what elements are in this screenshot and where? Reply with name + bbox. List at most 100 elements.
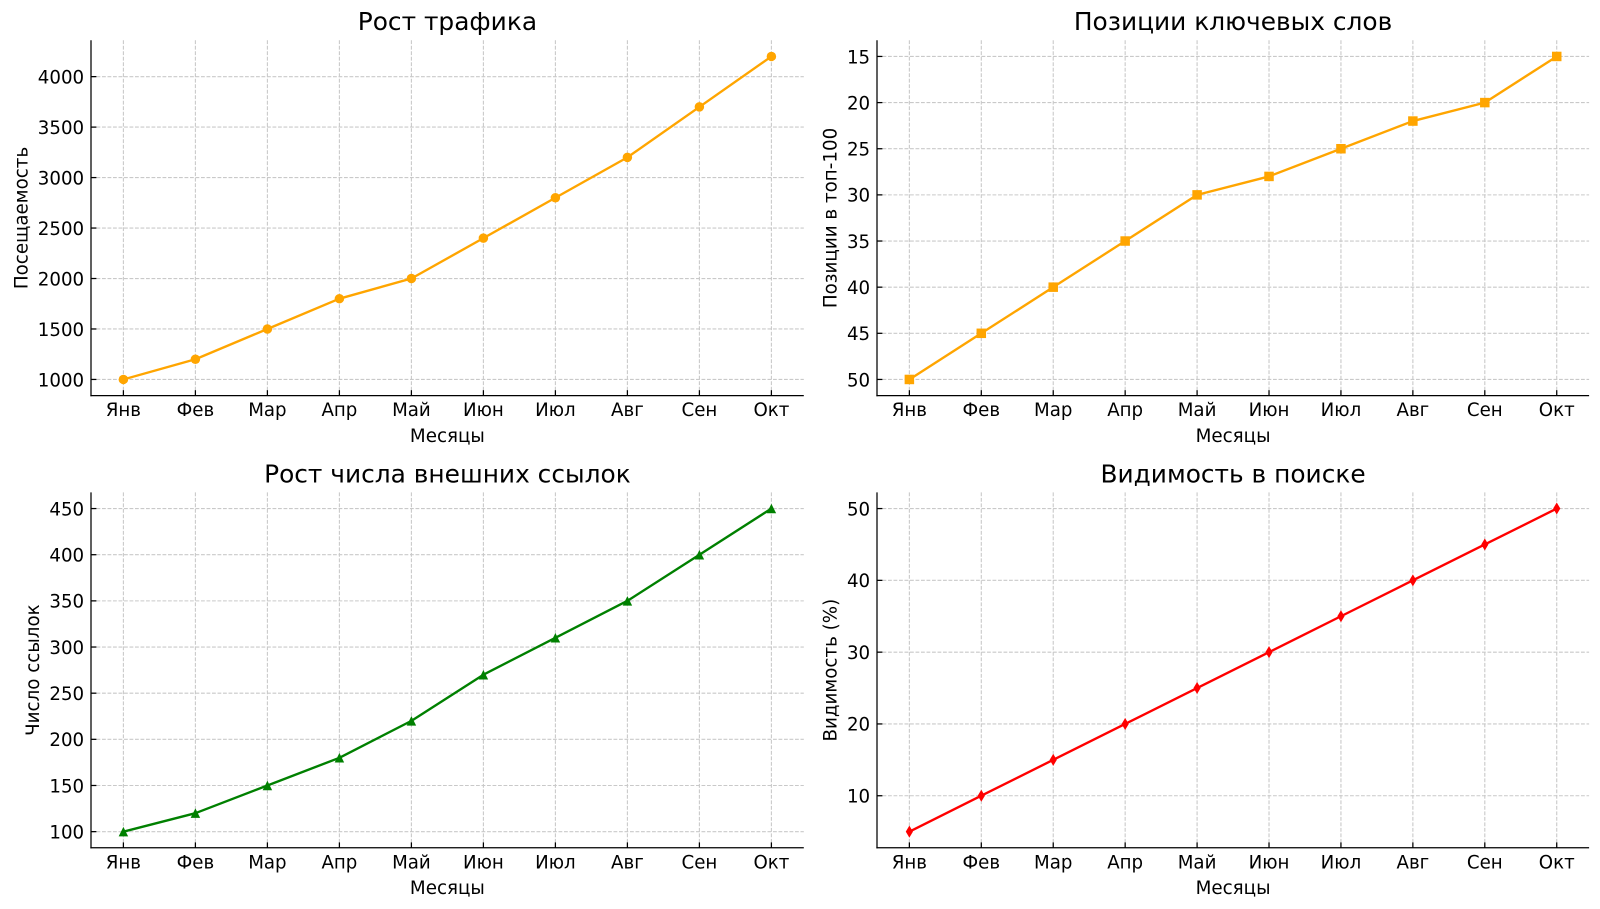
data-point-marker <box>905 825 913 838</box>
x-axis-label: Месяцы <box>410 426 485 447</box>
x-axis-label: Месяцы <box>410 878 485 899</box>
x-tick-label: Сен <box>682 400 718 421</box>
x-tick-label: Мар <box>1034 400 1072 421</box>
x-tick-label: Авг <box>1397 400 1430 421</box>
x-tick-label: Апр <box>321 400 357 421</box>
gridlines <box>91 492 804 848</box>
data-point-marker <box>1264 171 1274 182</box>
x-tick-label: Май <box>392 852 431 873</box>
tick-labels: Янв Фев Мар Апр Май Июн Июл Авг Сен Окт 100 150 200 2… <box>49 499 789 873</box>
y-tick-label: 25 <box>847 140 870 161</box>
data-point-marker <box>478 233 489 243</box>
data-point-marker <box>1409 574 1417 587</box>
series-line <box>904 51 1562 385</box>
y-axis-label: Посещаемость <box>11 147 32 289</box>
data-point-marker <box>904 374 915 385</box>
data-point-marker <box>1048 282 1058 292</box>
x-tick-label: Июл <box>1321 400 1362 421</box>
data-point-marker <box>334 293 345 304</box>
data-point-marker <box>262 324 273 334</box>
y-tick-label: 50 <box>847 370 870 391</box>
x-tick-label: Июл <box>1321 852 1362 873</box>
data-point-marker <box>1480 97 1490 108</box>
x-tick-label: Май <box>1178 400 1217 421</box>
x-tick-label: Май <box>1178 852 1217 873</box>
y-tick-label: 10 <box>847 787 870 808</box>
x-tick-label: Сен <box>1467 400 1503 421</box>
data-point-marker <box>118 826 129 837</box>
chart-search-visibility: Янв Фев Мар Апр Май Июн Июл Авг Сен Окт 10 20 30 40 50… <box>820 459 1590 899</box>
data-point-marker <box>406 273 417 284</box>
x-tick-label: Авг <box>611 400 644 421</box>
x-tick-label: Мар <box>1034 852 1072 873</box>
x-tick-label: Фев <box>963 400 1001 421</box>
x-tick-label: Июн <box>1249 852 1290 873</box>
data-point-marker <box>694 549 705 560</box>
axes <box>876 492 1590 849</box>
y-axis-label: Видимость (%) <box>820 599 841 742</box>
y-axis-label: Число ссылок <box>23 604 44 736</box>
x-tick-label: Янв <box>892 852 927 873</box>
data-point-marker <box>1120 236 1130 246</box>
series-line <box>905 502 1561 838</box>
data-point-marker <box>190 354 201 365</box>
data-point-marker <box>1336 143 1346 154</box>
x-tick-label: Янв <box>892 400 927 421</box>
series-line <box>118 503 777 837</box>
x-tick-label: Сен <box>1467 852 1503 873</box>
y-tick-label: 30 <box>847 643 870 664</box>
x-tick-label: Апр <box>1107 400 1143 421</box>
y-tick-label: 350 <box>49 592 84 613</box>
x-tick-label: Янв <box>106 852 141 873</box>
data-point-marker <box>766 503 777 514</box>
tick-marks <box>91 507 773 848</box>
y-tick-label: 100 <box>49 822 84 843</box>
x-tick-label: Авг <box>611 852 644 873</box>
x-tick-label: Фев <box>177 852 215 873</box>
data-point-marker <box>622 152 633 163</box>
data-point-marker <box>406 716 417 726</box>
data-point-marker <box>478 669 489 680</box>
gridlines <box>91 40 804 396</box>
data-line <box>908 507 1558 833</box>
x-tick-label: Авг <box>1397 852 1430 873</box>
data-point-marker <box>1265 646 1273 659</box>
x-tick-label: Апр <box>321 852 357 873</box>
chart-traffic-growth: Янв Фев Мар Апр Май Июн Июл Авг Сен Окт 1000 1500 20… <box>11 7 804 447</box>
data-line <box>908 55 1558 381</box>
x-tick-label: Июн <box>1249 400 1290 421</box>
x-tick-label: Янв <box>106 400 141 421</box>
y-tick-label: 3500 <box>38 118 84 139</box>
y-tick-label: 35 <box>847 232 870 253</box>
y-tick-label: 200 <box>49 730 84 751</box>
axes <box>90 40 804 397</box>
data-point-marker <box>190 808 201 818</box>
y-tick-label: 3000 <box>38 168 84 189</box>
y-tick-label: 50 <box>847 499 870 520</box>
series-line <box>118 51 777 385</box>
y-tick-label: 30 <box>847 186 870 207</box>
x-tick-label: Окт <box>1539 400 1575 421</box>
x-tick-label: Июн <box>463 852 504 873</box>
x-tick-label: Мар <box>248 400 286 421</box>
y-tick-label: 2000 <box>38 269 84 290</box>
x-tick-label: Июл <box>535 852 576 873</box>
y-tick-label: 45 <box>847 324 870 345</box>
y-tick-label: 1500 <box>38 320 84 341</box>
y-tick-label: 20 <box>847 715 870 736</box>
data-point-marker <box>550 633 561 643</box>
x-axis-label: Месяцы <box>1196 878 1271 899</box>
data-point-marker <box>1192 190 1202 200</box>
data-point-marker <box>262 780 273 791</box>
data-point-marker <box>550 193 561 203</box>
y-tick-label: 150 <box>49 776 84 797</box>
x-tick-label: Июн <box>463 400 504 421</box>
data-point-marker <box>1408 116 1418 126</box>
tick-marks <box>91 76 773 396</box>
data-point-marker <box>622 596 633 606</box>
x-tick-label: Май <box>392 400 431 421</box>
x-tick-label: Окт <box>1539 852 1575 873</box>
tick-labels: Янв Фев Мар Апр Май Июн Июл Авг Сен Окт 10 20 30 40 50 <box>847 499 1575 873</box>
